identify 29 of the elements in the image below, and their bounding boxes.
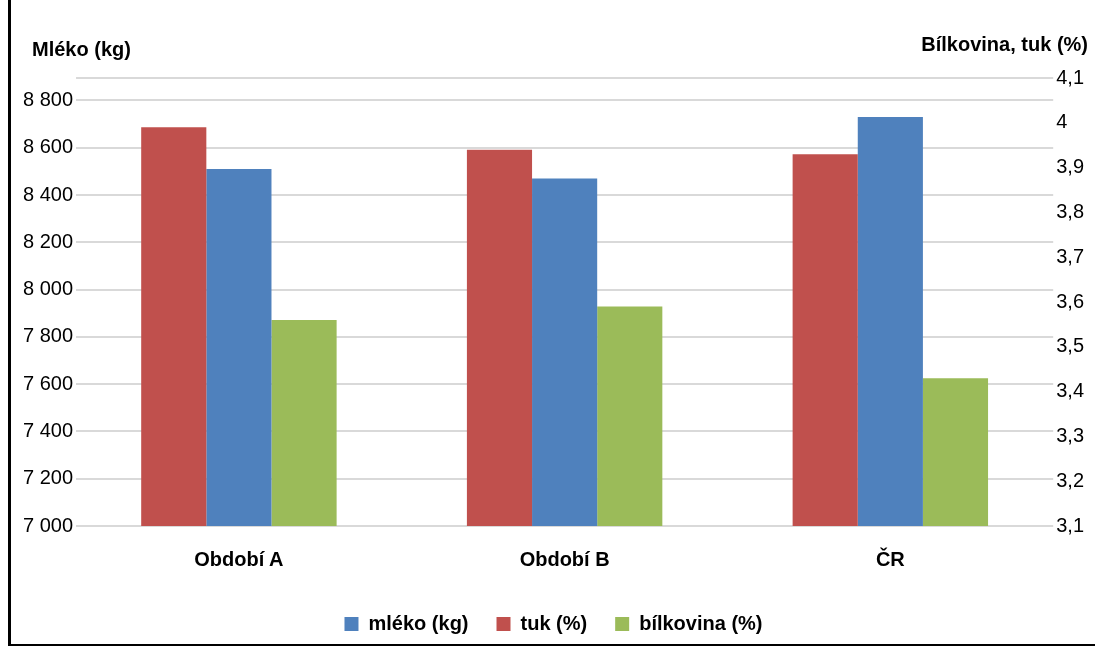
- y-tick-label: 7 000: [22, 513, 74, 536]
- y2-tick-label: 3,4: [1056, 379, 1085, 402]
- y-tick-label: 8 400: [22, 182, 74, 205]
- legend-label: mléko (kg): [368, 611, 469, 634]
- y-tick-label: 8 200: [22, 229, 74, 252]
- y2-tick-label: 3,1: [1056, 513, 1085, 536]
- y-tick-label: 7 200: [22, 466, 74, 489]
- y-tick-label: 8 600: [22, 135, 74, 158]
- y-axis-title: Mléko (kg): [32, 37, 131, 60]
- y2-tick-label: 4: [1056, 110, 1068, 133]
- y-tick-label: 7 400: [22, 418, 74, 441]
- y-tick-label: 8 800: [22, 87, 74, 110]
- x-tick-label: ČR: [875, 546, 906, 570]
- y2-tick-label: 3,5: [1056, 334, 1085, 357]
- y2-tick-label: 3,9: [1056, 155, 1085, 178]
- x-tick-label: Období A: [194, 547, 284, 570]
- y2-axis-title: Bílkovina, tuk (%): [921, 32, 1088, 55]
- y2-tick-label: 3,2: [1056, 468, 1085, 491]
- legend-label: tuk (%): [520, 611, 588, 634]
- y2-tick-label: 3,3: [1056, 423, 1085, 446]
- y-tick-label: 8 000: [22, 277, 74, 300]
- y-tick-label: 7 800: [22, 324, 74, 347]
- y2-tick-label: 3,6: [1056, 289, 1085, 312]
- x-tick-label: Období B: [519, 547, 610, 570]
- y2-tick-label: 3,8: [1056, 199, 1085, 222]
- y2-tick-label: 4,1: [1056, 65, 1085, 88]
- y2-tick-label: 3,7: [1056, 244, 1085, 267]
- y-tick-label: 7 600: [22, 371, 74, 394]
- legend-label: bílkovina (%): [639, 611, 763, 634]
